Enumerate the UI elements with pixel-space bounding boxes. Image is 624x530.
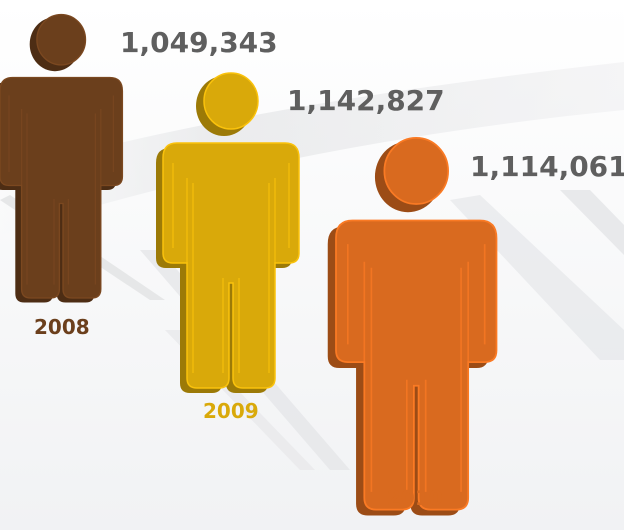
person-head [36, 13, 87, 66]
person-head [383, 137, 449, 205]
year-labels-layer: 2008 2009 2010 [34, 315, 443, 510]
value-label-2009: 1,142,827 [287, 84, 445, 117]
person-figure-2008 [0, 9, 124, 303]
value-label-2010: 1,114,061 [470, 150, 624, 183]
year-label-2010: 2010 [387, 486, 443, 510]
value-label-2008: 1,049,343 [120, 26, 278, 59]
person-head [203, 72, 259, 130]
year-label-2009: 2009 [203, 399, 259, 423]
value-labels-layer: 1,049,343 1,142,827 1,114,061 [120, 26, 624, 183]
year-label-2008: 2008 [34, 315, 90, 339]
person-figure-2009 [156, 67, 300, 393]
figures-layer [0, 9, 498, 516]
person-figure-2010 [327, 131, 498, 516]
